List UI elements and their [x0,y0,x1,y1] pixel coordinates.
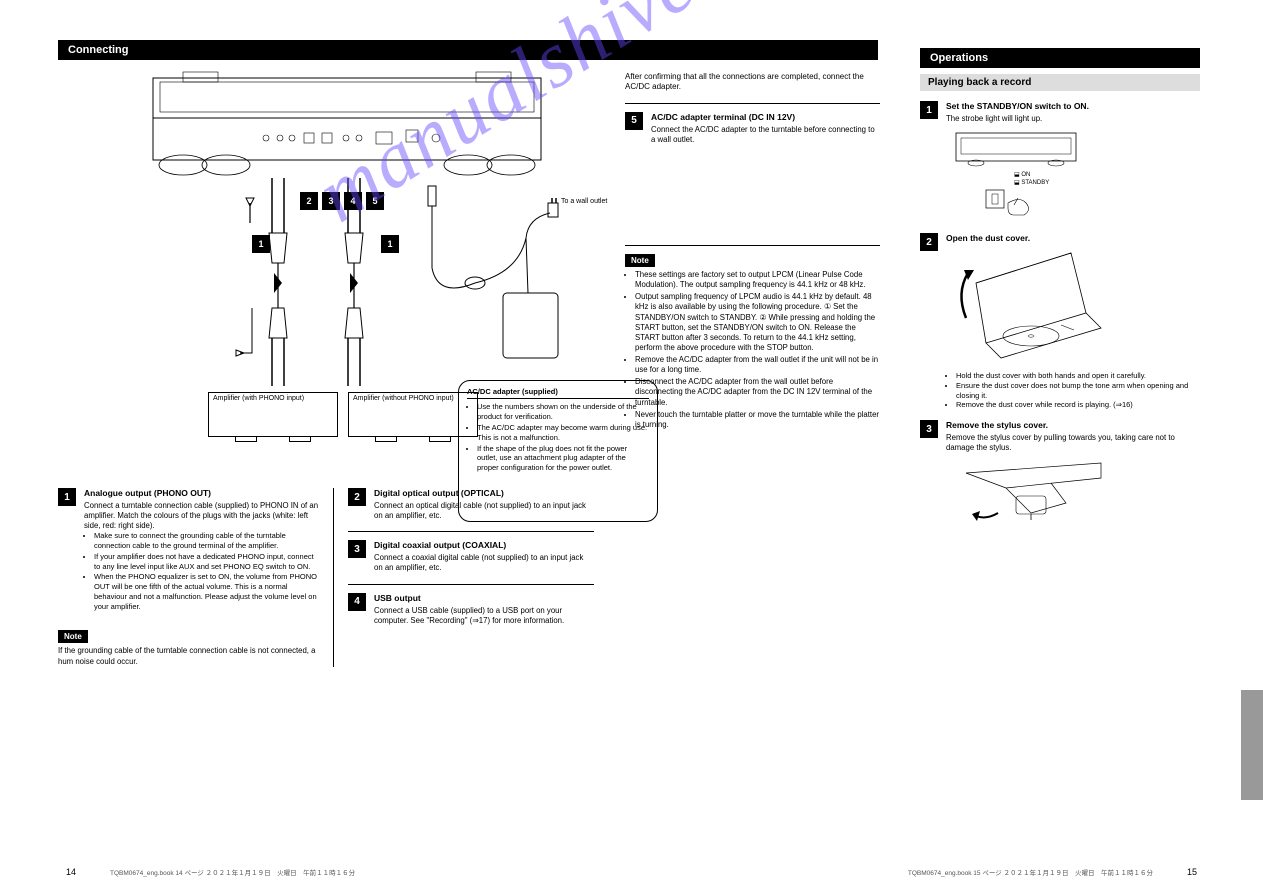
page-num-right: 15 [1187,867,1197,877]
svg-text:⬓ ON: ⬓ ON [1014,172,1030,178]
psu-title: AC/DC adapter (supplied) [467,387,649,399]
footer-stamp-right: TQBM0674_eng.book 15 ページ ２０２１年１月１９日 火曜日 … [908,867,1153,877]
step2-num: 2 [348,488,366,506]
column-1: 1 Analogue output (PHONO OUT) Connect a … [58,488,333,667]
header-main: Connecting [58,40,878,60]
amp-phono-label: Amplifier (with PHONO input) [209,393,337,404]
side-tab [1241,690,1263,800]
side-subheader: Playing back a record [920,74,1200,91]
step5-head: AC/DC adapter terminal (DC IN 12V) [651,112,880,123]
illustration-dustcover [946,248,1106,368]
note-label-c1: Note [58,630,88,643]
page-num-left: 14 [66,867,76,877]
illustration-stylus [946,458,1106,533]
ac-outlet-label: To a wall outlet [561,198,607,205]
note-label-c3: Note [625,254,655,267]
step5-num: 5 [625,112,643,130]
psu-bullets: Use the numbers shown on the underside o… [467,402,649,472]
step1-head: Analogue output (PHONO OUT) [84,488,319,499]
rstep3-num: 3 [920,420,938,438]
rstep1-num: 1 [920,101,938,119]
footer-stamp-left: TQBM0674_eng.book 14 ページ ２０２１年１月１９日 火曜日 … [110,867,355,877]
header-side: Operations [920,48,1200,68]
turntable-rear-svg [148,70,546,180]
illustration-power: ⬓ ON ⬓ STANDBY [946,128,1096,223]
step1-num: 1 [58,488,76,506]
column-2: 2 Digital optical output (OPTICAL) Conne… [333,488,608,667]
svg-text:⬓ STANDBY: ⬓ STANDBY [1014,180,1049,186]
rstep2-num: 2 [920,233,938,251]
column-3: After confirming that all the connection… [625,72,880,432]
step4-num: 4 [348,593,366,611]
step3-num: 3 [348,540,366,558]
